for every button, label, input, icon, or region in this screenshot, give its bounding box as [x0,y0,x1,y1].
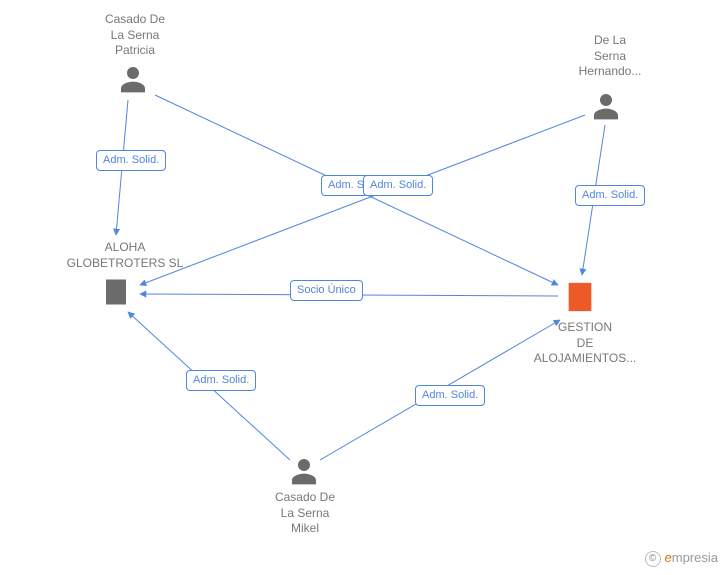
diagram-canvas: { "type": "network", "background_color":… [0,0,728,575]
edge-label: Adm. Solid. [96,150,166,171]
node-label-mikel: Casado De La Serna Mikel [260,490,350,537]
copyright-icon: © [645,551,661,567]
node-label-gestion: GESTION DE ALOJAMIENTOS... [515,320,655,367]
edge-label: Adm. Solid. [186,370,256,391]
edge-label: Socio Único [290,280,363,301]
node-label-patricia: Casado De La Serna Patricia [90,12,180,59]
edge-line [140,115,585,285]
watermark-first-letter: e [665,550,672,565]
node-label-aloha: ALOHA GLOBETROTERS SL [45,240,205,271]
watermark: © empresia [645,550,718,567]
edge-label: Adm. Solid. [415,385,485,406]
node-label-hernando: De La Serna Hernando... [565,33,655,80]
edge-label: Adm. Solid. [363,175,433,196]
edge-label: Adm. Solid. [575,185,645,206]
watermark-text: mpresia [672,550,718,565]
